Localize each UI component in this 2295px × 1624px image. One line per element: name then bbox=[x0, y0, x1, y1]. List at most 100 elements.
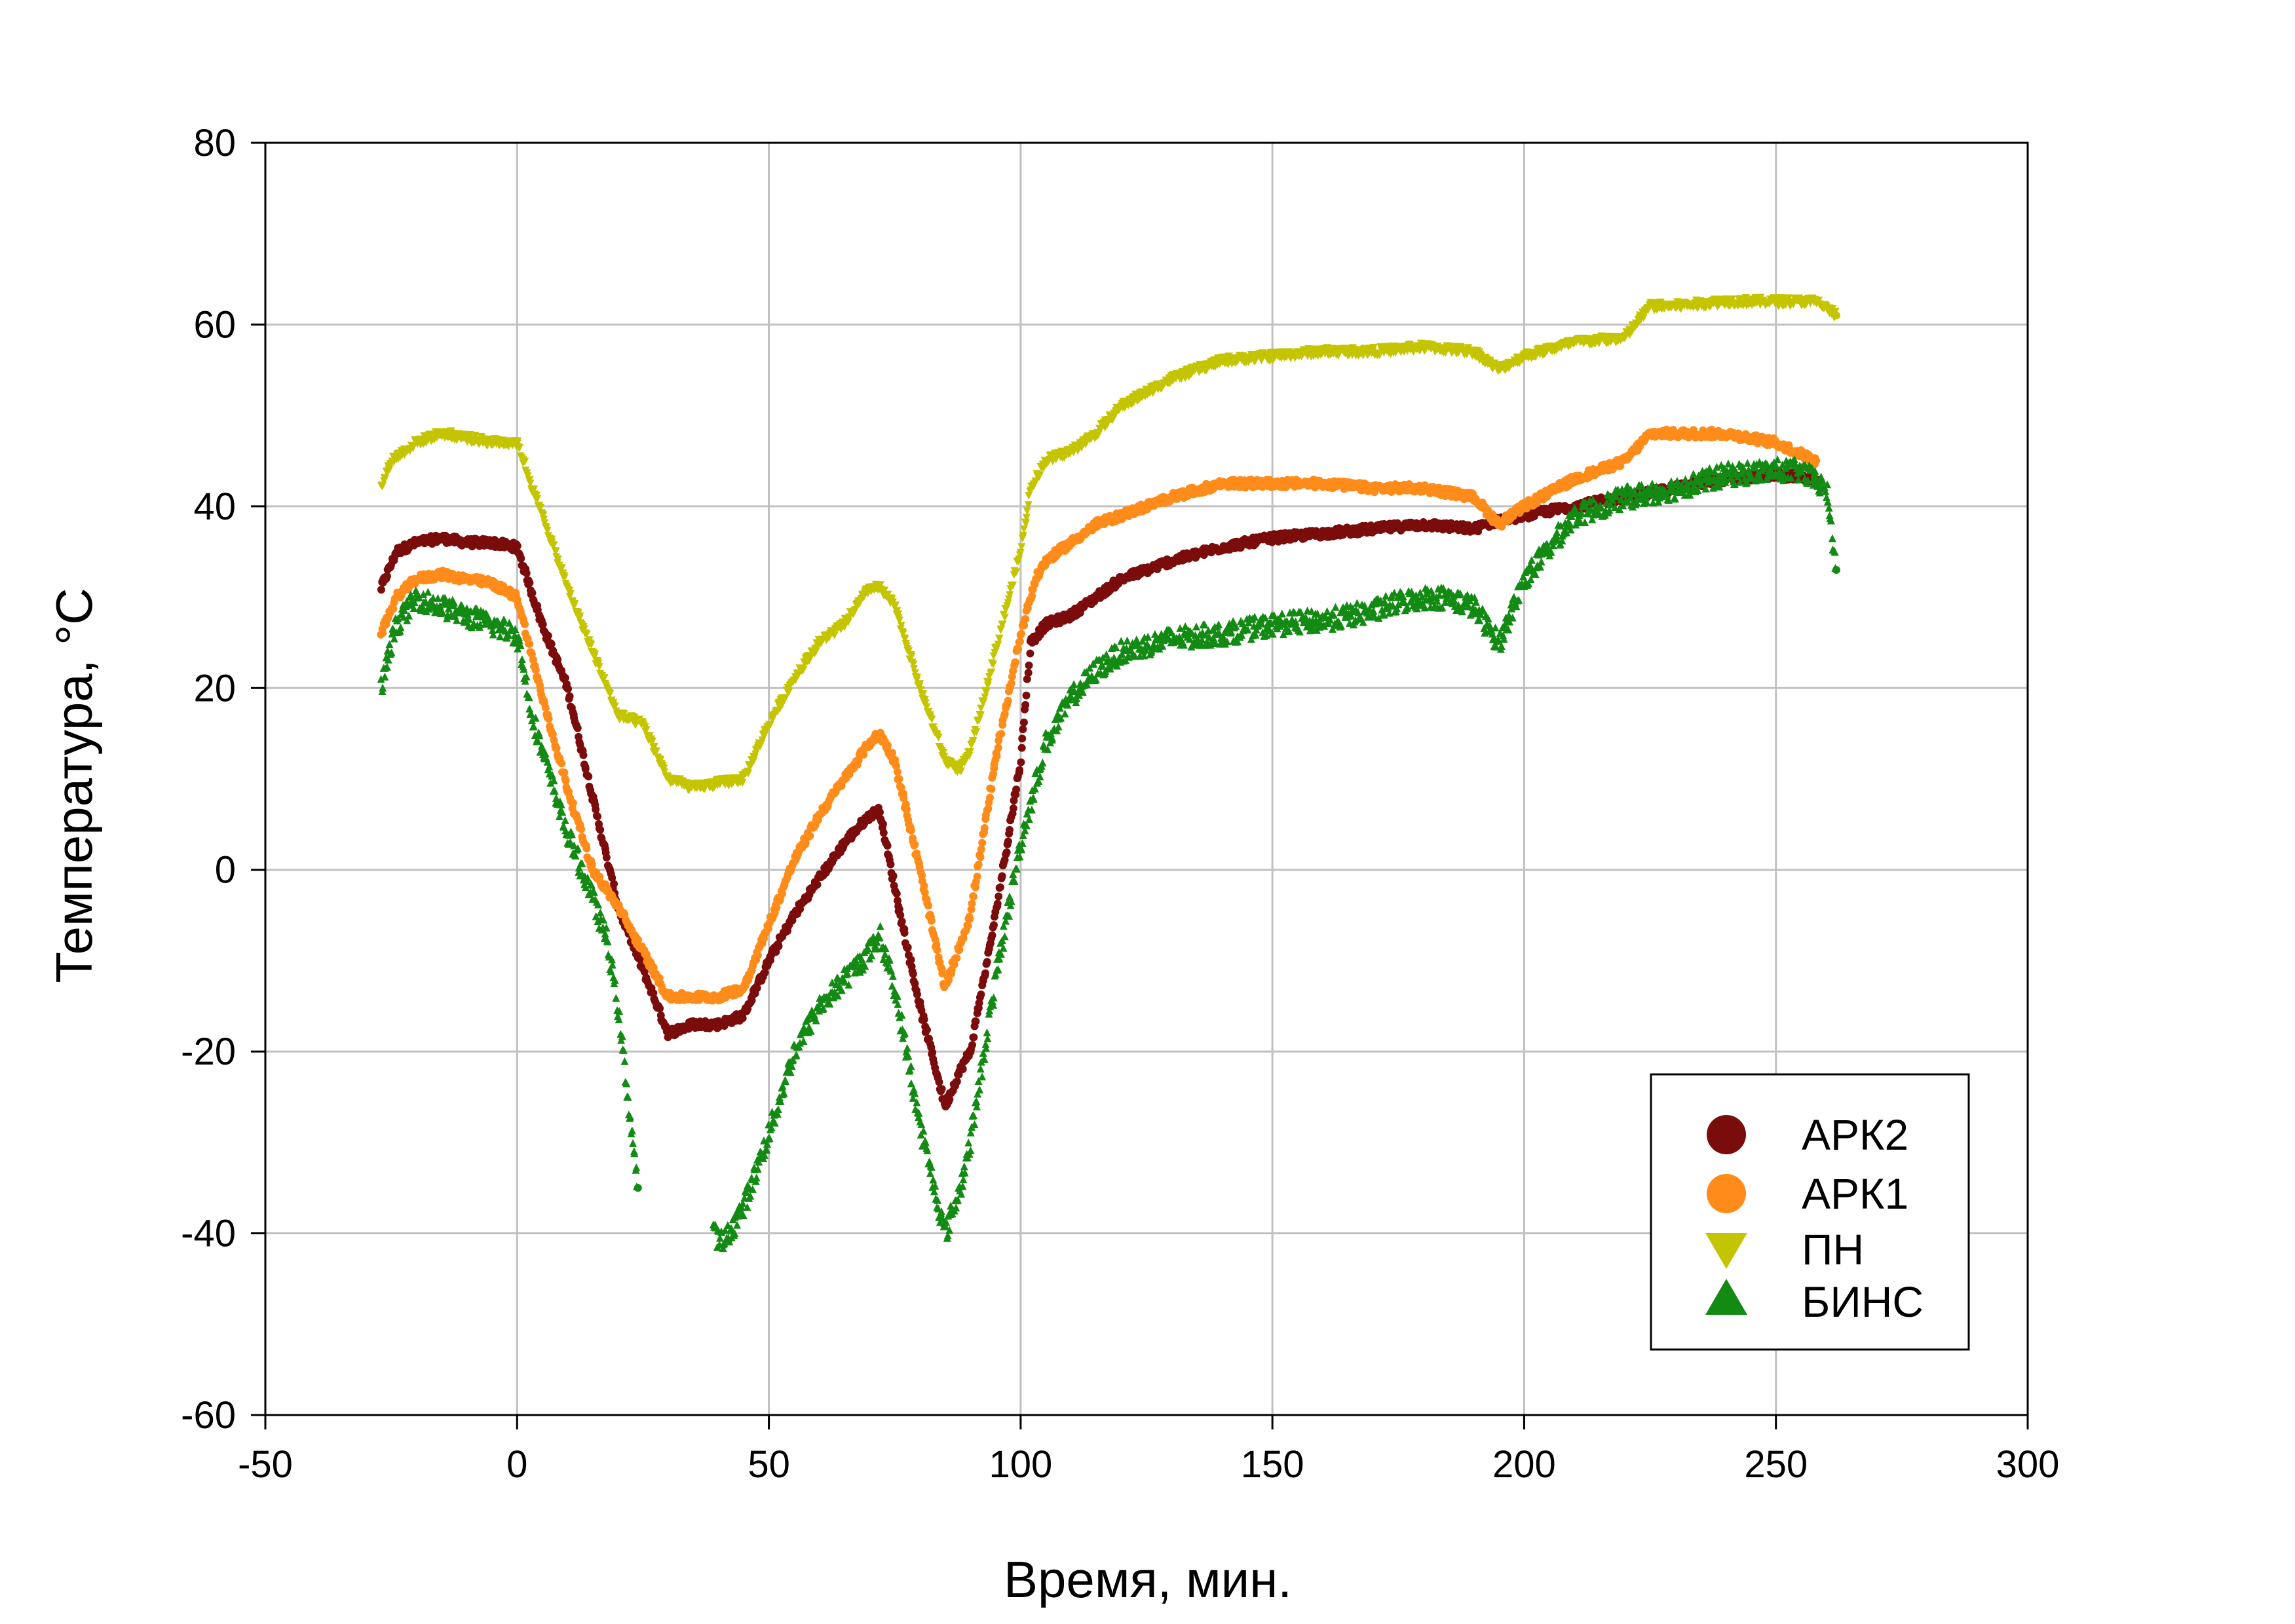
data-point bbox=[594, 812, 602, 821]
data-point bbox=[958, 1065, 967, 1073]
data-point bbox=[907, 826, 915, 835]
data-point bbox=[558, 759, 566, 768]
data-point bbox=[791, 676, 800, 685]
data-point bbox=[529, 656, 537, 664]
data-point bbox=[560, 768, 569, 777]
data-point bbox=[573, 724, 582, 732]
data-point bbox=[980, 823, 989, 832]
data-point bbox=[744, 769, 753, 778]
data-point bbox=[953, 954, 961, 962]
data-point bbox=[806, 653, 815, 662]
data-point bbox=[377, 586, 385, 594]
data-point bbox=[983, 681, 992, 690]
data-point bbox=[801, 839, 810, 847]
data-point bbox=[385, 465, 394, 474]
data-point bbox=[544, 632, 552, 640]
data-point bbox=[588, 860, 596, 869]
data-point bbox=[1009, 582, 1017, 590]
data-point bbox=[649, 964, 658, 972]
data-point bbox=[892, 890, 901, 898]
data-point bbox=[1094, 430, 1103, 439]
data-point bbox=[650, 742, 658, 751]
data-point bbox=[961, 757, 970, 766]
data-point bbox=[955, 945, 964, 954]
data-point bbox=[596, 873, 604, 881]
data-point bbox=[974, 860, 983, 869]
data-point bbox=[988, 931, 996, 939]
data-point bbox=[1082, 440, 1090, 449]
data-point bbox=[968, 1041, 977, 1049]
data-point bbox=[888, 749, 897, 757]
data-point bbox=[907, 652, 916, 661]
data-point bbox=[525, 578, 534, 587]
data-point bbox=[579, 751, 588, 759]
data-point bbox=[1000, 613, 1009, 622]
data-point bbox=[1018, 734, 1027, 743]
data-point bbox=[1024, 669, 1033, 677]
data-point bbox=[1004, 599, 1012, 607]
data-point bbox=[1015, 766, 1024, 774]
data-point bbox=[983, 958, 991, 966]
data-point bbox=[533, 495, 542, 503]
data-point bbox=[883, 742, 892, 750]
data-point bbox=[844, 618, 852, 626]
data-point bbox=[966, 747, 974, 756]
data-point bbox=[919, 690, 928, 698]
data-point bbox=[1007, 679, 1015, 687]
data-point bbox=[544, 715, 553, 723]
data-point bbox=[1025, 661, 1033, 670]
data-point bbox=[1022, 519, 1031, 528]
data-point bbox=[1009, 804, 1017, 812]
data-point bbox=[896, 911, 905, 919]
data-point bbox=[1036, 471, 1044, 480]
data-point bbox=[901, 635, 909, 643]
data-point bbox=[1110, 413, 1118, 421]
data-point bbox=[900, 794, 908, 803]
data-point bbox=[541, 704, 550, 712]
grid-lines bbox=[265, 143, 2028, 1415]
data-point bbox=[1016, 548, 1025, 557]
data-point bbox=[1812, 457, 1821, 465]
data-point bbox=[934, 733, 943, 742]
data-point bbox=[909, 660, 918, 669]
data-point bbox=[774, 942, 783, 951]
data-point bbox=[981, 969, 990, 977]
data-point bbox=[652, 747, 660, 756]
data-point bbox=[969, 737, 977, 746]
data-point bbox=[389, 605, 398, 613]
data-point bbox=[1017, 758, 1025, 766]
data-point bbox=[547, 640, 556, 649]
data-point bbox=[1017, 744, 1026, 752]
data-point bbox=[1024, 501, 1033, 510]
data-point bbox=[513, 542, 522, 550]
data-point bbox=[1022, 691, 1031, 700]
data-point bbox=[649, 737, 657, 746]
data-point bbox=[554, 555, 562, 563]
data-point bbox=[998, 872, 1006, 880]
data-point bbox=[521, 457, 529, 466]
data-point bbox=[928, 1048, 937, 1057]
data-point bbox=[953, 1077, 961, 1086]
data-point bbox=[1017, 543, 1026, 552]
series-2 bbox=[377, 293, 1840, 795]
data-point bbox=[938, 1085, 946, 1093]
data-point bbox=[561, 776, 570, 785]
data-point bbox=[543, 526, 552, 535]
data-point bbox=[913, 673, 922, 682]
data-point bbox=[611, 702, 619, 711]
data-point bbox=[782, 694, 790, 702]
data-point bbox=[595, 663, 603, 671]
data-point bbox=[965, 751, 974, 760]
data-point bbox=[466, 430, 474, 439]
data-point bbox=[893, 768, 901, 776]
data-point bbox=[897, 622, 905, 630]
data-point bbox=[550, 541, 558, 550]
data-point bbox=[517, 554, 525, 563]
data-point bbox=[924, 901, 932, 910]
data-point bbox=[993, 899, 1002, 908]
data-point bbox=[1616, 462, 1625, 470]
data-point bbox=[526, 480, 535, 488]
data-point bbox=[959, 934, 968, 943]
data-point bbox=[989, 660, 998, 669]
data-point bbox=[600, 674, 609, 683]
